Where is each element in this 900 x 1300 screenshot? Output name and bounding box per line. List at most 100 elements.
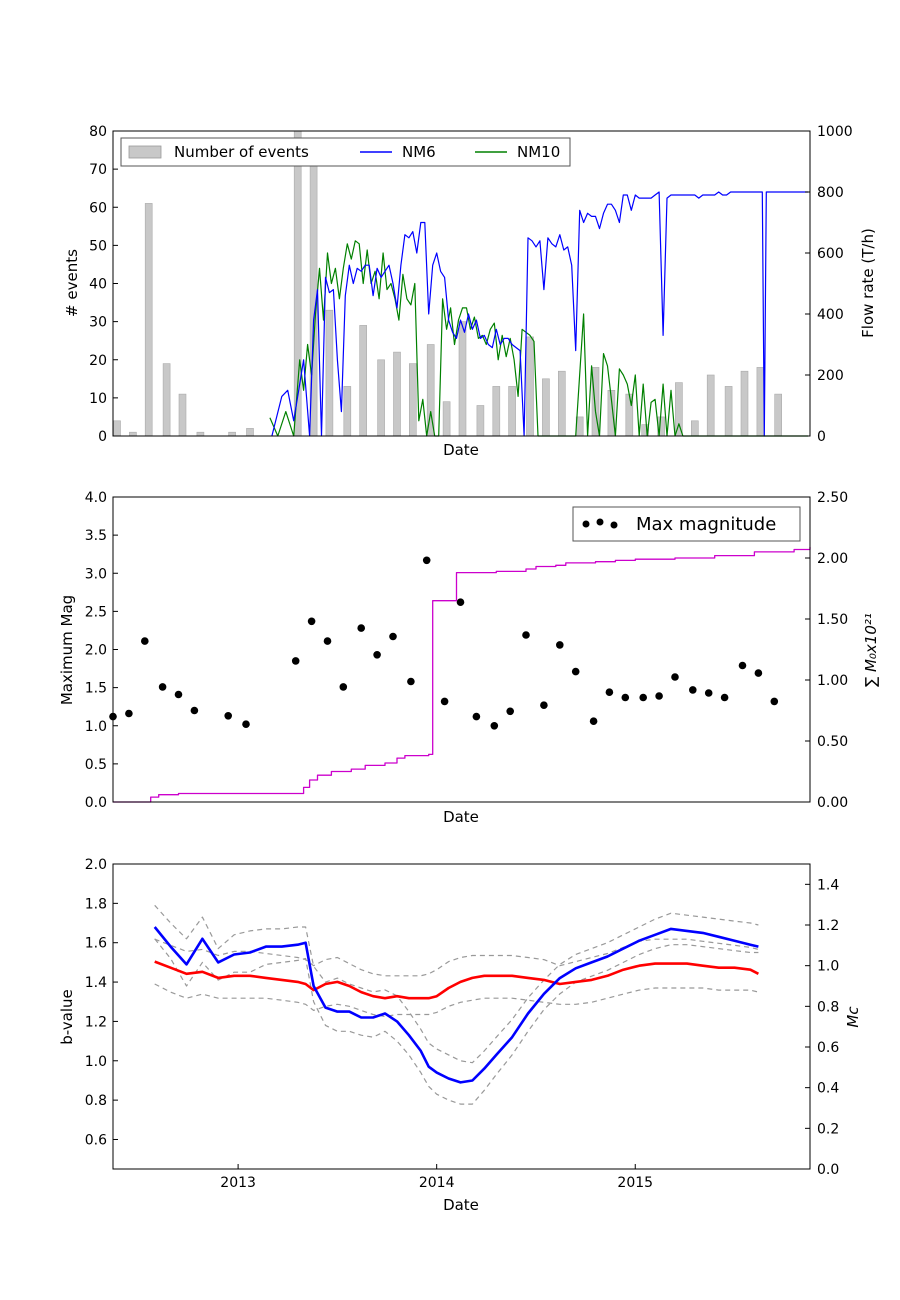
max-magnitude-point [689,686,697,694]
cumulative-moment-line [113,547,811,803]
y-tick-label-left: 1.0 [85,1054,107,1070]
max-magnitude-point [589,717,598,725]
y-tick-label-right: 1.50 [817,612,848,628]
y-tick-label-left: 1.2 [85,1014,107,1030]
y-tick-label-left: 70 [89,162,107,178]
event-bar [426,344,435,437]
y-tick-label-right: 0.4 [817,1081,839,1097]
y-axis-title-right: Mc [844,1006,862,1028]
plot-frame [112,496,811,803]
y-tick-label-right: 800 [817,185,844,201]
y-tick-label-left: 3.0 [85,566,107,582]
event-bars [113,130,783,437]
max-magnitude-point [174,690,183,699]
y-tick-label-right: 400 [817,307,844,323]
legend-swatch-bars [128,145,162,159]
y-tick-label-right: 1000 [817,124,853,140]
x-tick-label: 2014 [419,1175,455,1191]
x-axis-title: Date [443,808,479,826]
axis-ticks: 0.6 0.8 1.0 1.2 1.4 1.6 1.8 2.0 0.0 0.2 0.4 0.6 0.8 1… [85,857,840,1191]
max-magnitude-point [639,693,647,702]
y-tick-label-right: 0.50 [817,734,848,750]
max-magnitude-point [158,683,167,691]
y-tick-label-left: 2.0 [85,643,107,659]
event-bar [113,420,121,437]
b-value-line [153,926,759,1084]
max-magnitude-point [307,617,316,626]
y-tick-label-left: 2.5 [85,604,107,620]
max-magnitude-point [605,688,614,696]
max-magnitude-point [490,722,499,730]
y-tick-label-left: 1.8 [85,896,107,912]
plot-frame [112,863,811,1170]
event-bar [343,386,352,437]
event-bar [442,401,451,437]
event-bar [756,367,765,437]
legend-box [120,137,571,167]
legend: Number of events NM6 NM10 [120,137,571,167]
event-bar [359,325,368,437]
Mc-lower-line [154,983,759,1018]
event-bar [325,309,334,437]
event-bar [162,363,171,437]
b-upper-line [154,904,759,1064]
max-magnitude-point [456,598,465,606]
max-magnitude-point [190,706,199,715]
max-magnitude-point [655,692,663,700]
nm6-line [271,191,808,437]
max-magnitude-point [407,677,415,686]
legend-marker [582,520,590,528]
y-tick-label-left: 4.0 [85,490,107,506]
max-magnitude-point [738,661,747,670]
event-bar [557,370,566,437]
y-tick-label-left: 1.4 [85,975,107,991]
y-tick-label-left: 0.6 [85,1132,107,1148]
max-magnitude-point [242,720,250,728]
max-magnitude-point [704,689,713,697]
event-bar [774,393,783,437]
panel-max-magnitude: 0.0 0.5 1.0 1.5 2.0 2.5 3.0 3.5 4.0 0.00 0.50 1.00 1… [58,490,880,826]
y-tick-label-left: 1.5 [85,681,107,697]
legend-box [572,506,801,542]
max-magnitude-point [472,712,481,721]
event-bar [706,374,715,437]
event-bar [408,363,417,437]
y-tick-label-left: 2.0 [85,857,107,873]
max-magnitude-point [125,709,133,718]
y-tick-label-right: 0.0 [817,1162,839,1178]
y-tick-label-right: 1.00 [817,673,848,689]
y-tick-label-right: 0.2 [817,1121,839,1137]
max-magnitude-point [440,697,449,706]
legend-label-nm6: NM6 [402,143,436,161]
b-value-mc-lines [153,904,759,1105]
event-bar [458,321,467,437]
event-bar [377,359,385,437]
event-bar [196,431,205,437]
y-tick-label-left: 50 [89,238,107,254]
max-magnitude-point [373,651,381,659]
max-magnitude-point [556,641,564,649]
y-tick-label-left: 0.0 [85,795,107,811]
event-bar [690,420,699,437]
legend: Max magnitude [572,506,801,542]
axis-ticks: 0.0 0.5 1.0 1.5 2.0 2.5 3.0 3.5 4.0 0.00 0.50 1.00 1… [85,490,848,811]
y-tick-label-left: 60 [89,200,107,216]
y-axis-title-left: # events [63,249,81,317]
event-bar [129,431,137,437]
max-magnitude-point [522,631,530,639]
y-tick-label-left: 1.0 [85,719,107,735]
y-tick-label-right: 0.00 [817,795,848,811]
y-tick-label-right: 200 [817,368,844,384]
max-magnitude-points [109,556,779,730]
max-magnitude-point [323,637,332,645]
y-tick-label-right: 1.4 [817,877,839,893]
event-bar [740,370,749,437]
legend-label-bars: Number of events [174,143,309,161]
max-magnitude-point [506,707,514,716]
event-bar [492,386,501,437]
event-bar [508,386,516,437]
y-tick-label-left: 3.5 [85,528,107,544]
y-tick-label-left: 80 [89,124,107,140]
legend-label-max-magnitude: Max magnitude [636,514,776,535]
